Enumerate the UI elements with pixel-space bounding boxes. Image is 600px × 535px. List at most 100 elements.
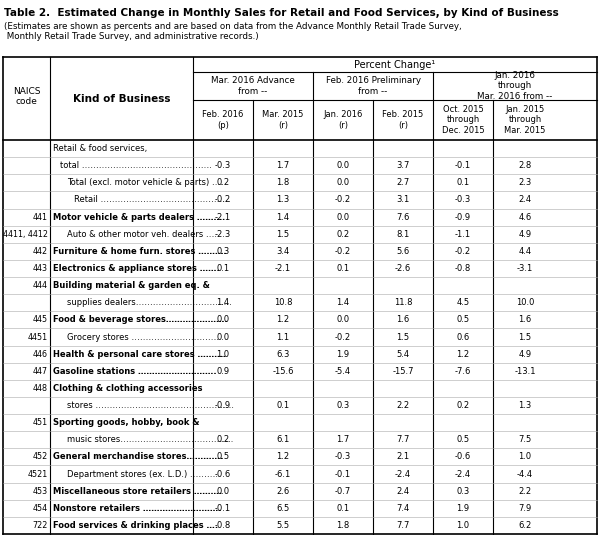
Text: -0.9: -0.9 — [215, 401, 231, 410]
Text: 441: 441 — [33, 212, 48, 221]
Text: 4.9: 4.9 — [518, 230, 532, 239]
Text: -15.6: -15.6 — [272, 367, 294, 376]
Text: -5.4: -5.4 — [335, 367, 351, 376]
Text: 0.5: 0.5 — [217, 453, 230, 461]
Text: 2.1: 2.1 — [397, 453, 410, 461]
Text: -0.3: -0.3 — [455, 195, 471, 204]
Text: 4521: 4521 — [28, 470, 48, 478]
Text: Electronics & appliance stores …….: Electronics & appliance stores ……. — [53, 264, 220, 273]
Text: 0.0: 0.0 — [337, 315, 350, 324]
Text: Total (excl. motor vehicle & parts) ….: Total (excl. motor vehicle & parts) …. — [67, 178, 223, 187]
Text: 1.9: 1.9 — [337, 350, 350, 358]
Text: NAICS
code: NAICS code — [13, 87, 40, 106]
Text: -0.9: -0.9 — [455, 212, 471, 221]
Text: 4451: 4451 — [28, 332, 48, 341]
Text: -6.1: -6.1 — [275, 470, 291, 478]
Text: 7.7: 7.7 — [397, 521, 410, 530]
Text: 1.6: 1.6 — [397, 315, 410, 324]
Text: Percent Change¹: Percent Change¹ — [355, 59, 436, 70]
Text: 2.2: 2.2 — [518, 487, 532, 495]
Text: Sporting goods, hobby, book &: Sporting goods, hobby, book & — [53, 418, 199, 427]
Text: 7.9: 7.9 — [518, 504, 532, 513]
Text: -0.2: -0.2 — [335, 195, 351, 204]
Text: -4.4: -4.4 — [517, 470, 533, 478]
Text: Feb. 2016
(p): Feb. 2016 (p) — [202, 110, 244, 129]
Text: 1.5: 1.5 — [518, 332, 532, 341]
Text: 2.3: 2.3 — [518, 178, 532, 187]
Text: -3.1: -3.1 — [517, 264, 533, 273]
Text: 1.4: 1.4 — [217, 298, 230, 307]
Text: -2.6: -2.6 — [395, 264, 411, 273]
Text: Jan. 2015
through
Mar. 2015: Jan. 2015 through Mar. 2015 — [505, 105, 545, 135]
Text: 2.4: 2.4 — [397, 487, 410, 495]
Text: -0.6: -0.6 — [455, 453, 471, 461]
Text: Furniture & home furn. stores ……….: Furniture & home furn. stores ………. — [53, 247, 227, 256]
Text: 7.7: 7.7 — [397, 435, 410, 444]
Text: 0.2: 0.2 — [457, 401, 470, 410]
Text: 453: 453 — [33, 487, 48, 495]
Text: stores ………………………………………….: stores …………………………………………. — [67, 401, 234, 410]
Text: -2.4: -2.4 — [455, 470, 471, 478]
Text: 2.7: 2.7 — [397, 178, 410, 187]
Text: 0.2: 0.2 — [337, 230, 350, 239]
Text: 0.2: 0.2 — [217, 435, 230, 444]
Text: -7.6: -7.6 — [455, 367, 471, 376]
Text: 445: 445 — [33, 315, 48, 324]
Text: Building material & garden eq. &: Building material & garden eq. & — [53, 281, 210, 290]
Text: 0.1: 0.1 — [337, 504, 350, 513]
Text: -0.1: -0.1 — [335, 470, 351, 478]
Text: 0.0: 0.0 — [337, 212, 350, 221]
Text: -0.7: -0.7 — [335, 487, 351, 495]
Text: 1.5: 1.5 — [397, 332, 410, 341]
Text: 0.9: 0.9 — [217, 367, 230, 376]
Text: Monthly Retail Trade Survey, and administrative records.): Monthly Retail Trade Survey, and adminis… — [4, 32, 259, 41]
Text: 2.6: 2.6 — [277, 487, 290, 495]
Text: 444: 444 — [33, 281, 48, 290]
Text: 1.3: 1.3 — [518, 401, 532, 410]
Text: -0.6: -0.6 — [215, 470, 231, 478]
Text: 1.0: 1.0 — [518, 453, 532, 461]
Text: 0.6: 0.6 — [457, 332, 470, 341]
Text: -2.4: -2.4 — [395, 470, 411, 478]
Text: -2.1: -2.1 — [215, 212, 231, 221]
Text: Miscellaneous store retailers ……….: Miscellaneous store retailers ………. — [53, 487, 222, 495]
Text: 451: 451 — [33, 418, 48, 427]
Text: 4.4: 4.4 — [518, 247, 532, 256]
Text: 6.3: 6.3 — [277, 350, 290, 358]
Text: 3.4: 3.4 — [277, 247, 290, 256]
Text: 1.9: 1.9 — [457, 504, 470, 513]
Text: 4.9: 4.9 — [518, 350, 532, 358]
Text: 0.3: 0.3 — [217, 247, 230, 256]
Text: Mar. 2015
(r): Mar. 2015 (r) — [262, 110, 304, 129]
Text: 1.6: 1.6 — [518, 315, 532, 324]
Text: Gasoline stations ……………………….: Gasoline stations ………………………. — [53, 367, 217, 376]
Text: 0.0: 0.0 — [337, 178, 350, 187]
Text: -2.3: -2.3 — [215, 230, 231, 239]
Text: 0.0: 0.0 — [217, 315, 230, 324]
Text: Jan. 2016
(r): Jan. 2016 (r) — [323, 110, 362, 129]
Text: 0.1: 0.1 — [457, 178, 470, 187]
Text: 6.5: 6.5 — [277, 504, 290, 513]
Text: Food services & drinking places ….: Food services & drinking places …. — [53, 521, 218, 530]
Text: -2.1: -2.1 — [275, 264, 291, 273]
Text: 2.4: 2.4 — [518, 195, 532, 204]
Text: 722: 722 — [32, 521, 48, 530]
Text: 446: 446 — [33, 350, 48, 358]
Text: Oct. 2015
through
Dec. 2015: Oct. 2015 through Dec. 2015 — [442, 105, 484, 135]
Text: 0.0: 0.0 — [217, 487, 230, 495]
Text: -0.1: -0.1 — [215, 504, 231, 513]
Text: 1.0: 1.0 — [217, 350, 230, 358]
Text: 7.5: 7.5 — [518, 435, 532, 444]
Text: -13.1: -13.1 — [514, 367, 536, 376]
Text: 4.6: 4.6 — [518, 212, 532, 221]
Text: -0.2: -0.2 — [335, 247, 351, 256]
Text: 0.0: 0.0 — [337, 161, 350, 170]
Text: Food & beverage stores………………….: Food & beverage stores…………………. — [53, 315, 228, 324]
Text: Jan. 2016
through
Mar. 2016 from --: Jan. 2016 through Mar. 2016 from -- — [478, 71, 553, 101]
Text: Clothing & clothing accessories: Clothing & clothing accessories — [53, 384, 203, 393]
Text: 10.8: 10.8 — [274, 298, 292, 307]
Text: Department stores (ex. L.D.) ……….: Department stores (ex. L.D.) ………. — [67, 470, 218, 478]
Text: Motor vehicle & parts dealers ……….: Motor vehicle & parts dealers ………. — [53, 212, 225, 221]
Text: Retail ……………………………………….: Retail ………………………………………. — [74, 195, 230, 204]
Text: -0.3: -0.3 — [215, 161, 231, 170]
